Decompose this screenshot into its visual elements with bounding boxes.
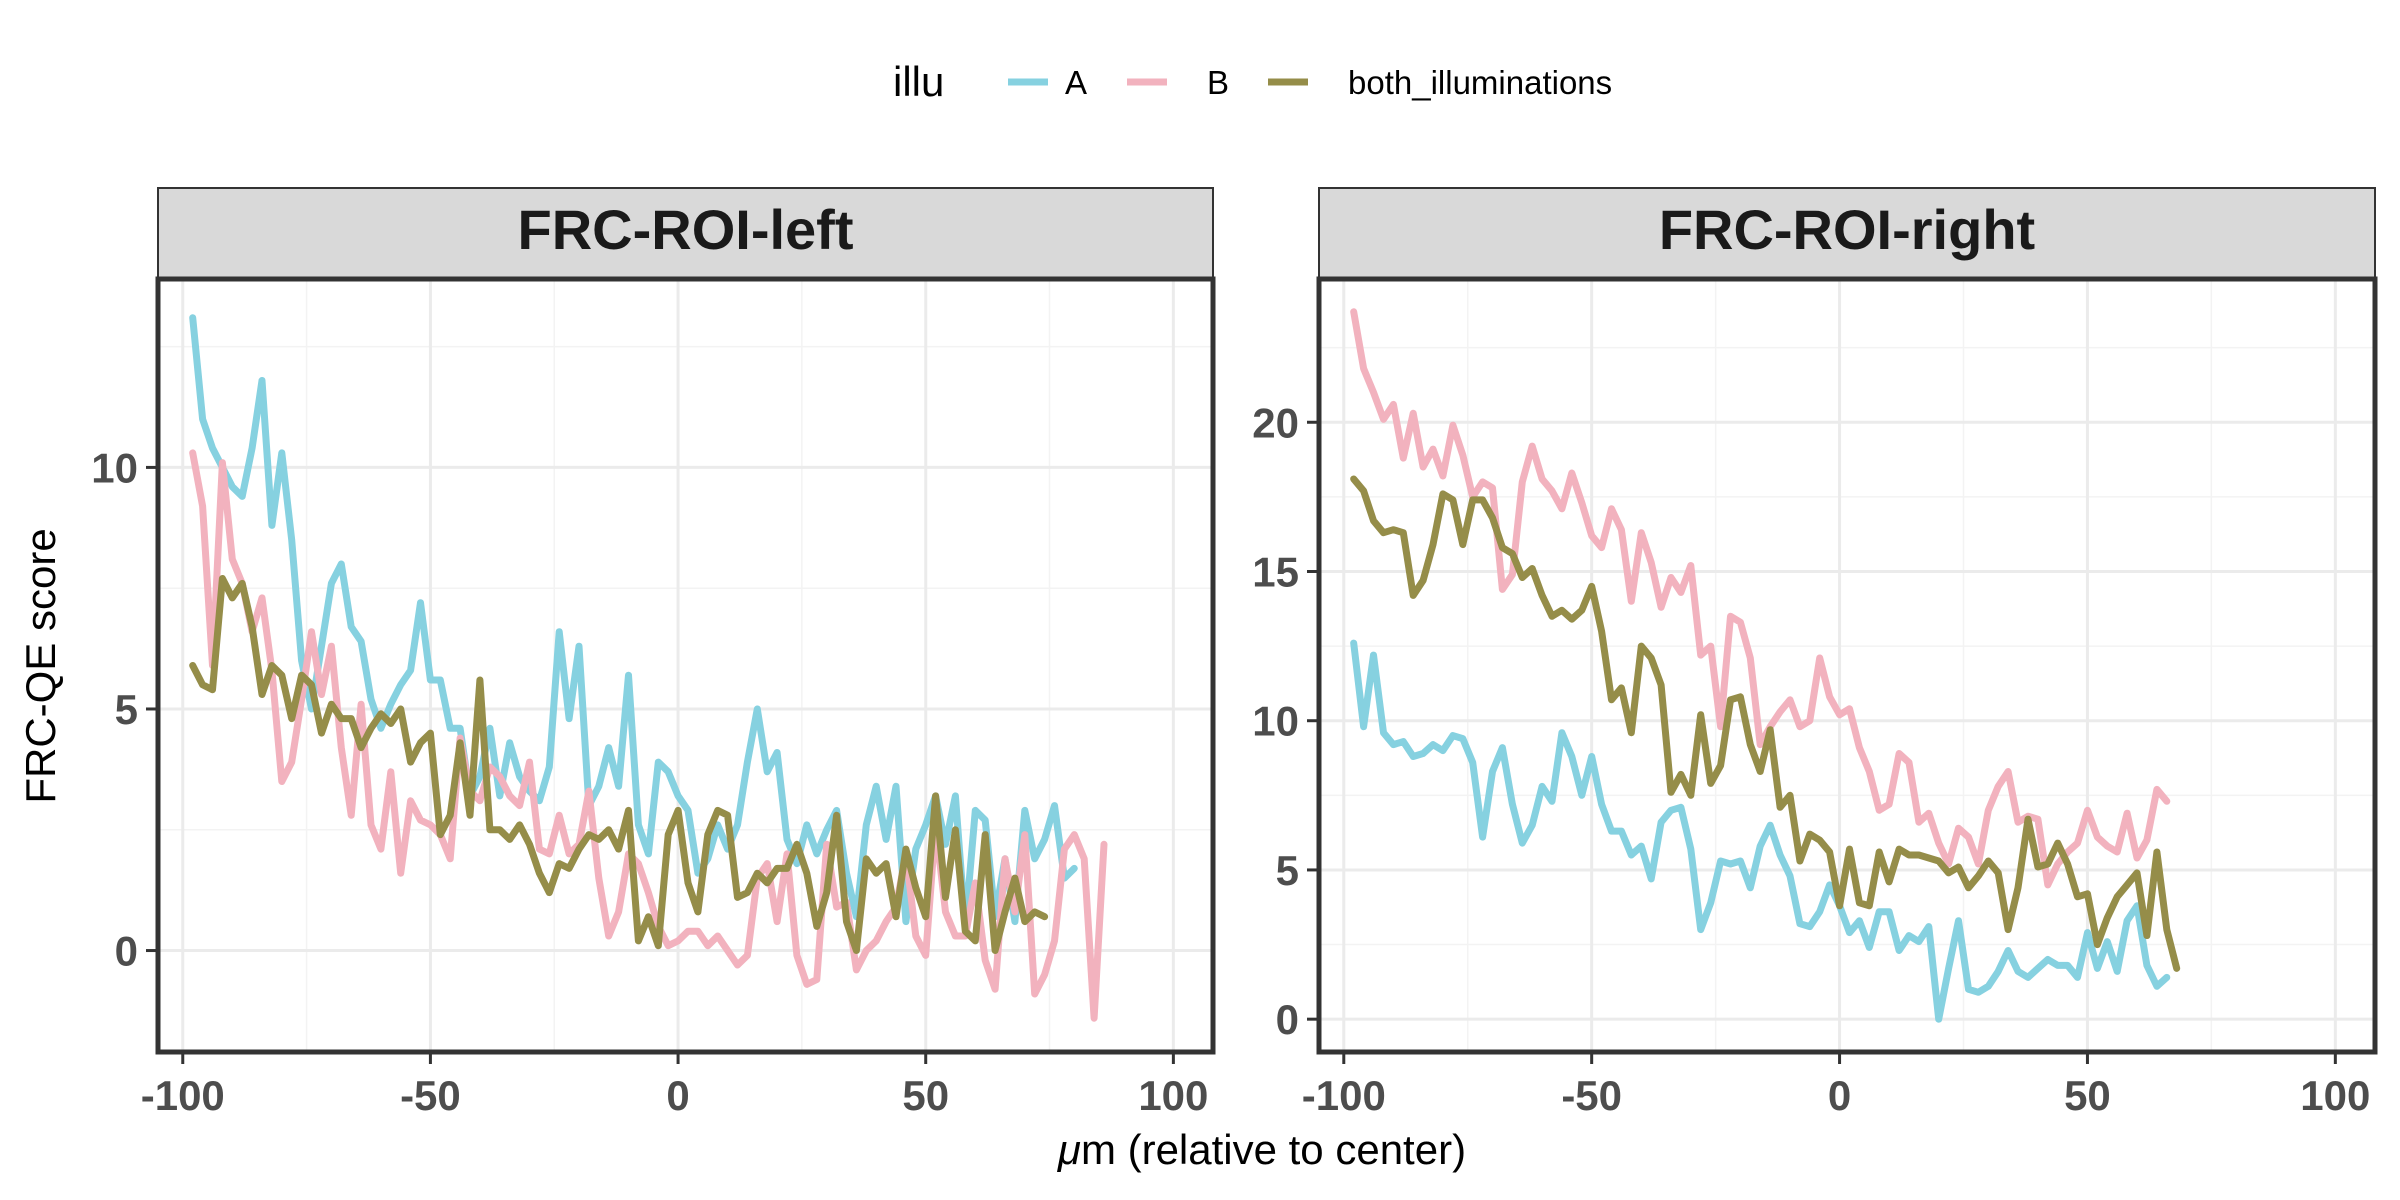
panel-title-0: FRC-ROI-left [518,198,854,261]
series-line-B [189,449,1108,1022]
y-axis-title: FRC-QE score [17,528,64,803]
panel-title-1: FRC-ROI-right [1659,198,2035,261]
y-tick-label: 20 [1252,399,1299,446]
series-line-A [189,314,1078,930]
panel-0: FRC-ROI-left -100 -50 0 50 100 0 5 10 [91,187,1216,1119]
x-tick-label: 0 [1828,1072,1851,1119]
legend-label-0: A [1065,64,1087,101]
series-line-both_illuminations [189,575,1049,954]
y-tick-label: 15 [1252,548,1299,595]
y-tick-label: 10 [91,444,138,491]
panel-strip-1 [1318,187,2376,280]
x-axis-title-mu: μ [1057,1126,1081,1173]
x-tick-label: -100 [1302,1072,1386,1119]
y-tick-label: 5 [115,686,138,733]
panel-background-1 [1319,279,2375,1052]
x-tick-label: -100 [141,1072,225,1119]
x-tick-label: 0 [666,1072,689,1119]
y-tick-label: 0 [115,928,138,975]
x-tick-label: 100 [2300,1072,2370,1119]
panel-border-1 [1316,276,2378,1055]
x-tick-label: -50 [400,1072,461,1119]
series-line-B [1350,308,2171,889]
series-line-A [1350,639,2171,1023]
legend-label-2: both_illuminations [1348,64,1612,101]
panel-border-0 [155,276,1216,1055]
y-tick-label: 5 [1276,847,1299,894]
panel-1: FRC-ROI-right -100 -50 0 50 100 0 5 10 15 20 [1252,187,2378,1119]
legend-title: illu [893,58,944,105]
series-line-both_illuminations [1350,475,2181,972]
legend-label-1: B [1207,64,1229,101]
panels: FRC-ROI-left-100 -50 0 50 1000510FRC-ROI-rig… [91,187,2378,1119]
x-tick-label: -50 [1561,1072,1622,1119]
y-tick-label: 10 [1252,698,1299,745]
x-tick-label: 100 [1138,1072,1208,1119]
panel-strip-0 [157,187,1214,280]
y-tick-label: 0 [1276,996,1299,1043]
x-axis-title-rest: m (relative to center) [1081,1126,1466,1173]
x-axis-title: μm (relative to center) [1057,1126,1466,1173]
x-tick-label: 50 [902,1072,949,1119]
x-tick-label: 50 [2064,1072,2111,1119]
